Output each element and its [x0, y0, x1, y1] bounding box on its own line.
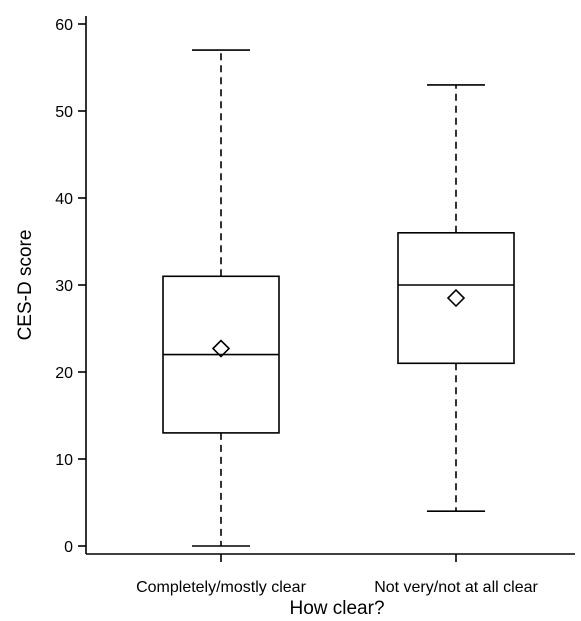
y-tick-label: 20 [55, 365, 73, 382]
y-tick-label: 30 [55, 278, 73, 295]
x-axis-title: How clear? [289, 598, 384, 619]
y-tick-label: 0 [64, 539, 73, 556]
mean-marker [211, 339, 231, 358]
mean-marker [446, 288, 466, 308]
y-tick-label: 50 [55, 104, 73, 121]
iqr-box [397, 232, 515, 365]
y-tick-label: 10 [55, 452, 73, 469]
x-tick-label: Not very/not at all clear [374, 579, 538, 596]
boxes [162, 49, 515, 547]
y-tick-label: 60 [55, 17, 73, 34]
box-group [162, 49, 280, 547]
y-axis-title: CES-D score [15, 230, 36, 341]
y-tick-label: 40 [55, 191, 73, 208]
box-group [397, 84, 515, 513]
x-tick-label: Completely/mostly clear [136, 579, 307, 596]
x-axis: Completely/mostly clear Not very/not at a… [86, 553, 575, 596]
y-axis: 0 10 20 30 40 50 60 [55, 16, 87, 556]
